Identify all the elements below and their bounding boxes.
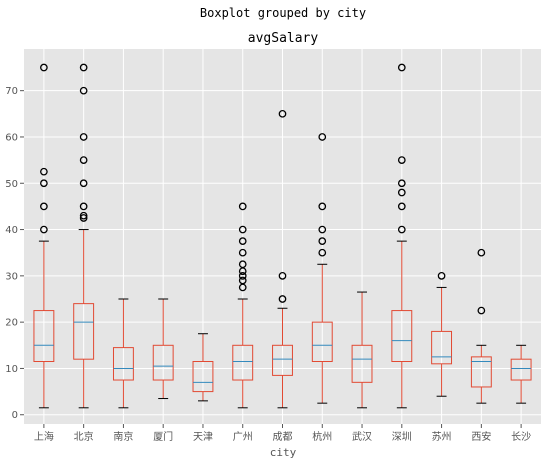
x-tick-label: 深圳: [392, 431, 412, 443]
x-tick-label: 长沙: [511, 431, 531, 443]
outlier-point: [79, 156, 88, 164]
outlier-point: [40, 63, 48, 72]
iqr-box: [73, 303, 95, 360]
iqr-box: [391, 310, 413, 362]
x-tick-label: 厦门: [153, 430, 173, 443]
x-tick-label: 南京: [113, 430, 133, 443]
outlier-point: [238, 237, 247, 245]
figure-suptitle: Boxplot grouped by city: [200, 6, 366, 20]
box-group: [73, 63, 95, 409]
x-tick-label: 武汉: [352, 430, 372, 443]
outlier-point: [40, 225, 48, 234]
box-group: [192, 333, 214, 402]
outlier-point: [278, 109, 287, 118]
y-tick-label: 0: [12, 410, 18, 421]
y-tick-label: 70: [5, 86, 18, 97]
box-group: [272, 109, 293, 409]
box-group: [152, 298, 174, 400]
x-tick-label: 成都: [273, 431, 293, 443]
iqr-box: [311, 321, 333, 363]
outlier-point: [397, 202, 406, 211]
outlier-point: [238, 272, 247, 280]
iqr-box: [272, 344, 293, 376]
outlier-point: [397, 225, 406, 234]
x-tick-label: 西安: [471, 430, 491, 443]
y-tick-label: 30: [5, 271, 18, 282]
outlier-point: [318, 225, 327, 234]
outlier-point: [238, 202, 247, 211]
iqr-box: [510, 358, 532, 381]
outlier-point: [238, 276, 247, 285]
box-group: [431, 272, 453, 397]
y-tick-label: 10: [5, 364, 18, 375]
iqr-box: [112, 347, 134, 381]
y-tick-label: 20: [5, 318, 18, 329]
box-group: [470, 248, 492, 404]
y-tick-label: 40: [5, 225, 18, 236]
x-tick-label: 苏州: [432, 430, 452, 443]
iqr-box: [192, 361, 214, 393]
box-series: [33, 63, 532, 409]
y-tick-label: 60: [5, 132, 18, 143]
box-group: [33, 63, 55, 409]
outlier-point: [477, 248, 486, 257]
chart-title: avgSalary: [248, 31, 319, 46]
iqr-box: [431, 330, 453, 365]
y-axis-ticks: 0 10 20 30 40 50 60 70: [5, 86, 24, 421]
outlier-point: [318, 237, 327, 245]
box-group: [232, 202, 254, 409]
outlier-point: [79, 202, 88, 211]
x-axis-ticks: 上海 北京 南京 厦门 天津 广州 成都 杭州 武汉 深圳 苏州 西安 长沙: [34, 424, 531, 443]
box-group: [311, 133, 333, 404]
outlier-point: [318, 248, 327, 257]
iqr-box: [470, 356, 492, 388]
outlier-point: [79, 133, 88, 141]
box-group: [510, 344, 532, 404]
outlier-point: [238, 260, 247, 269]
outlier-point: [79, 214, 88, 222]
outlier-point: [79, 86, 88, 95]
outlier-point: [397, 179, 406, 188]
outlier-point: [278, 272, 287, 280]
x-tick-label: 杭州: [312, 430, 332, 443]
y-tick-label: 50: [5, 179, 18, 190]
x-tick-label: 天津: [193, 431, 213, 443]
outlier-point: [318, 202, 327, 211]
x-tick-label: 北京: [74, 430, 94, 443]
outlier-point: [238, 248, 247, 257]
outlier-point: [477, 306, 486, 315]
box-group: [112, 298, 134, 409]
outlier-point: [397, 63, 406, 72]
x-axis-label: city: [270, 446, 297, 459]
outlier-point: [40, 179, 48, 188]
outlier-point: [79, 179, 88, 188]
iqr-box: [232, 344, 254, 381]
box-group: [391, 63, 413, 409]
outlier-point: [79, 211, 88, 220]
iqr-box: [351, 344, 373, 383]
box-group: [351, 291, 373, 409]
outlier-point: [318, 133, 327, 141]
outlier-point: [79, 63, 88, 72]
outlier-point: [40, 202, 48, 211]
outlier-point: [397, 188, 406, 197]
outlier-point: [278, 295, 287, 303]
x-tick-label: 广州: [233, 431, 253, 443]
iqr-box: [152, 344, 174, 381]
outlier-point: [40, 167, 48, 176]
outlier-point: [437, 272, 446, 280]
outlier-point: [397, 156, 406, 164]
x-tick-label: 上海: [34, 430, 54, 443]
iqr-box: [33, 310, 55, 362]
outlier-point: [238, 225, 247, 234]
